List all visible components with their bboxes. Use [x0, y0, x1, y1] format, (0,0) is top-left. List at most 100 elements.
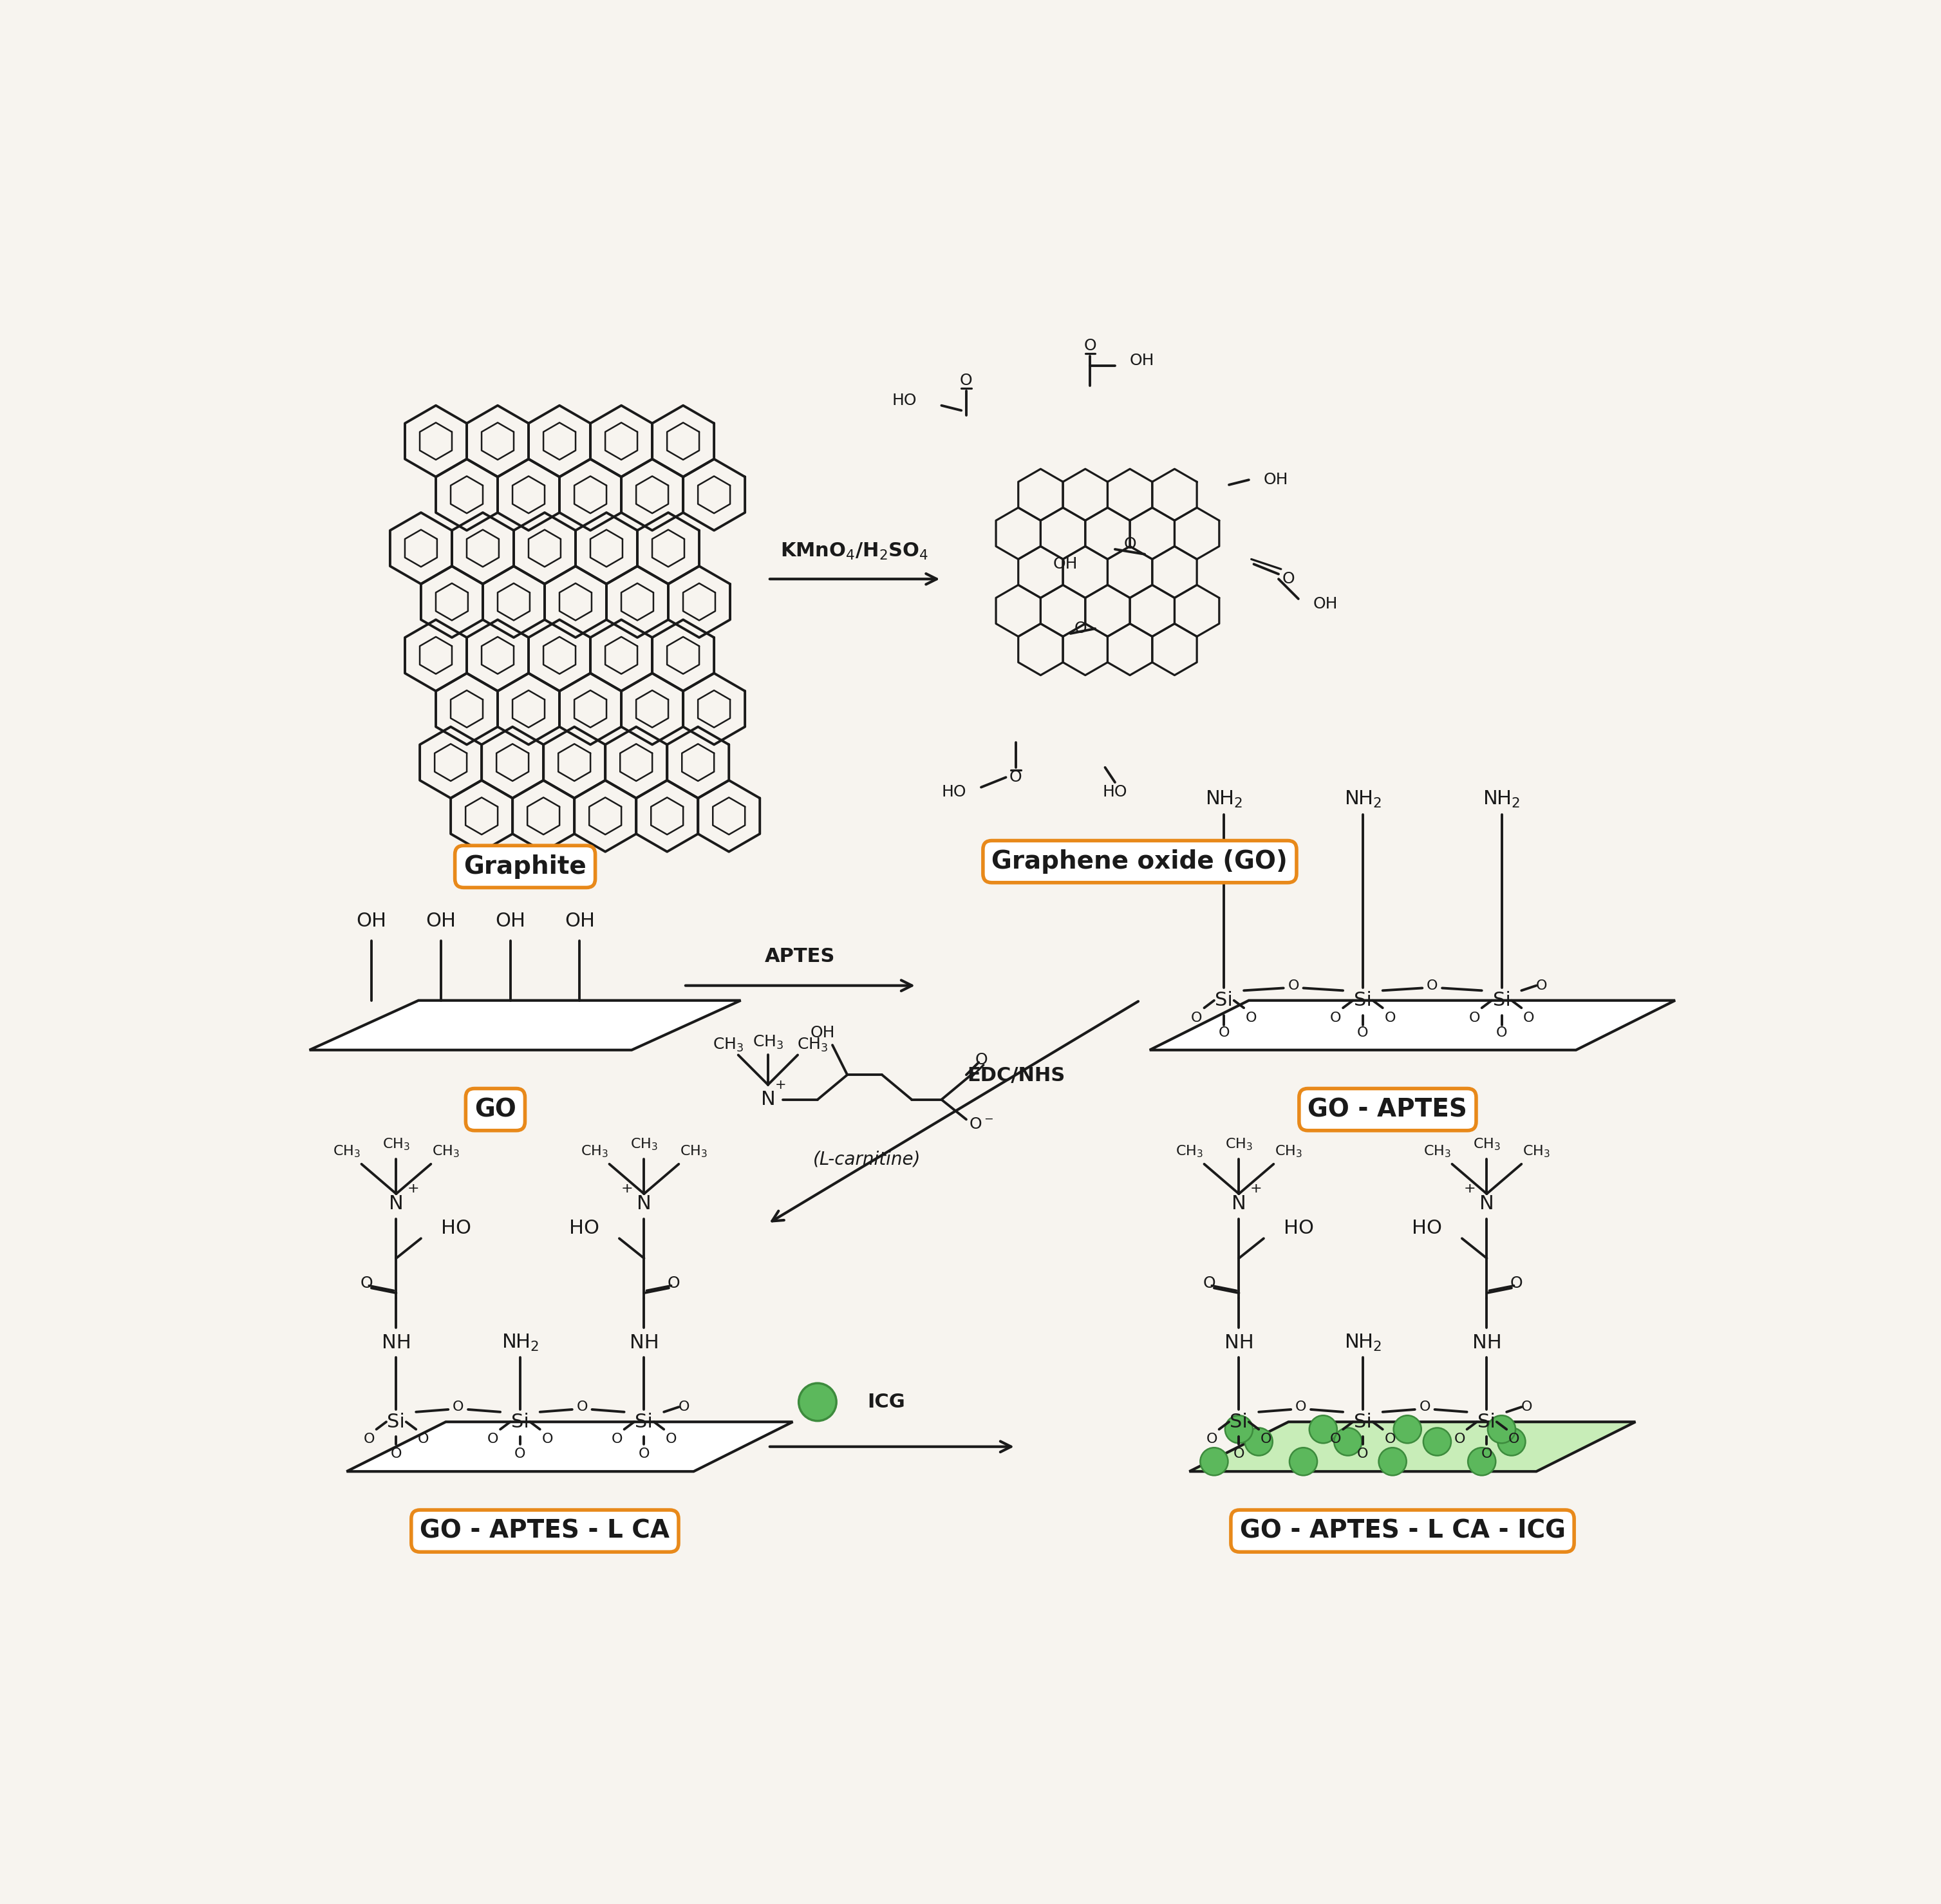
Text: CH$_3$: CH$_3$: [1275, 1144, 1302, 1160]
Text: O: O: [1384, 1434, 1396, 1445]
Text: Si: Si: [1355, 992, 1372, 1009]
Text: Si: Si: [1231, 1413, 1248, 1432]
Text: Graphite: Graphite: [464, 855, 586, 880]
Text: Si: Si: [1477, 1413, 1497, 1432]
Text: Si: Si: [1493, 992, 1510, 1009]
Text: APTES: APTES: [765, 946, 835, 965]
Text: HO: HO: [1411, 1219, 1442, 1238]
Text: O: O: [1419, 1401, 1431, 1413]
Text: O: O: [1073, 621, 1087, 636]
Text: O: O: [677, 1401, 689, 1413]
Text: O$^-$: O$^-$: [969, 1116, 994, 1133]
Circle shape: [1423, 1428, 1452, 1455]
Text: CH$_3$: CH$_3$: [332, 1144, 361, 1160]
Text: N: N: [1233, 1194, 1246, 1213]
Text: O: O: [1427, 979, 1438, 992]
Text: CH$_3$: CH$_3$: [631, 1137, 658, 1152]
Circle shape: [1378, 1447, 1407, 1476]
Text: CH$_3$: CH$_3$: [679, 1144, 707, 1160]
Text: +: +: [1250, 1182, 1262, 1196]
Text: O: O: [1219, 1026, 1231, 1040]
Text: O: O: [1260, 1434, 1271, 1445]
Text: O: O: [1510, 1276, 1524, 1291]
Text: O: O: [961, 373, 972, 388]
Text: CH$_3$: CH$_3$: [580, 1144, 608, 1160]
Text: O: O: [639, 1447, 650, 1460]
Text: O: O: [1330, 1434, 1341, 1445]
Text: O: O: [1246, 1011, 1258, 1024]
Text: Si: Si: [1355, 1413, 1372, 1432]
Text: NH: NH: [382, 1333, 411, 1352]
Text: ICG: ICG: [868, 1392, 905, 1411]
Text: OH: OH: [495, 912, 526, 931]
Circle shape: [1289, 1447, 1318, 1476]
Text: NH: NH: [1471, 1333, 1502, 1352]
Text: CH$_3$: CH$_3$: [712, 1036, 743, 1053]
Text: EDC/NHS: EDC/NHS: [967, 1066, 1066, 1085]
Text: O: O: [1330, 1011, 1341, 1024]
Text: CH$_3$: CH$_3$: [1522, 1144, 1551, 1160]
Text: OH: OH: [1314, 596, 1337, 611]
Text: O: O: [974, 1053, 988, 1068]
Text: +: +: [621, 1182, 633, 1196]
Text: O: O: [390, 1447, 402, 1460]
Text: O: O: [1124, 537, 1135, 552]
Text: O: O: [1469, 1011, 1479, 1024]
Text: N: N: [637, 1194, 652, 1213]
Text: N: N: [388, 1194, 404, 1213]
Circle shape: [1333, 1428, 1363, 1455]
Text: OH: OH: [1054, 556, 1077, 571]
Text: CH$_3$: CH$_3$: [382, 1137, 410, 1152]
Text: OH: OH: [565, 912, 594, 931]
Text: OH: OH: [1264, 472, 1289, 487]
Text: CH$_3$: CH$_3$: [753, 1034, 784, 1051]
Text: O: O: [668, 1276, 679, 1291]
Text: NH$_2$: NH$_2$: [501, 1333, 540, 1352]
Text: O: O: [452, 1401, 464, 1413]
Text: N: N: [761, 1091, 774, 1108]
Circle shape: [1200, 1447, 1229, 1476]
Text: (L-carnitine): (L-carnitine): [813, 1150, 922, 1169]
Polygon shape: [1149, 1000, 1675, 1049]
Text: O: O: [361, 1276, 373, 1291]
Text: O: O: [1203, 1276, 1215, 1291]
Text: O: O: [1192, 1011, 1201, 1024]
Text: NH$_2$: NH$_2$: [1343, 790, 1382, 809]
Text: NH: NH: [1225, 1333, 1254, 1352]
Text: +: +: [408, 1182, 419, 1196]
Text: O: O: [1384, 1011, 1396, 1024]
Text: Si: Si: [386, 1413, 406, 1432]
Text: O: O: [1357, 1447, 1368, 1460]
Text: O: O: [1009, 769, 1023, 784]
Text: O: O: [1205, 1434, 1217, 1445]
Circle shape: [1244, 1428, 1273, 1455]
Text: +: +: [774, 1078, 786, 1091]
Text: O: O: [611, 1434, 623, 1445]
Text: GO - APTES: GO - APTES: [1308, 1097, 1467, 1121]
Circle shape: [798, 1382, 837, 1420]
Text: OH: OH: [809, 1024, 835, 1040]
Text: CH$_3$: CH$_3$: [1473, 1137, 1500, 1152]
Text: O: O: [1535, 979, 1547, 992]
Text: O: O: [417, 1434, 429, 1445]
Circle shape: [1498, 1428, 1526, 1455]
Text: O: O: [1481, 1447, 1493, 1460]
Text: OH: OH: [357, 912, 386, 931]
Text: CH$_3$: CH$_3$: [433, 1144, 460, 1160]
Text: O: O: [1497, 1026, 1508, 1040]
Text: Si: Si: [510, 1413, 530, 1432]
Circle shape: [1467, 1447, 1497, 1476]
Text: HO: HO: [1102, 784, 1128, 800]
Text: Graphene oxide (GO): Graphene oxide (GO): [992, 849, 1287, 874]
Circle shape: [1394, 1415, 1421, 1443]
Text: O: O: [1287, 979, 1299, 992]
Text: O: O: [1283, 571, 1295, 586]
Text: CH$_3$: CH$_3$: [1225, 1137, 1252, 1152]
Text: Si: Si: [635, 1413, 652, 1432]
Text: Si: Si: [1215, 992, 1233, 1009]
Circle shape: [1310, 1415, 1337, 1443]
Text: O: O: [487, 1434, 499, 1445]
Text: CH$_3$: CH$_3$: [1423, 1144, 1452, 1160]
Text: O: O: [1454, 1434, 1465, 1445]
Text: +: +: [1464, 1182, 1475, 1196]
